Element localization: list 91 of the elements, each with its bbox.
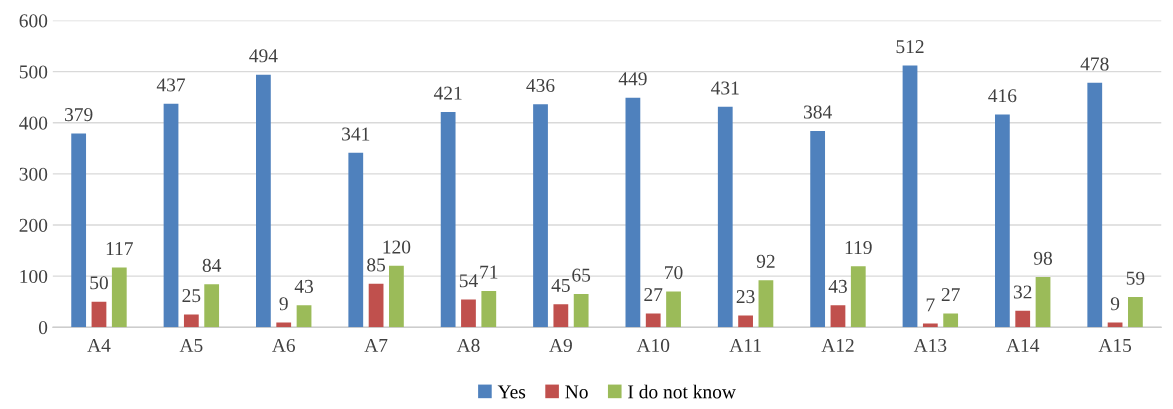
data-label: 9 xyxy=(1110,297,1120,311)
bar xyxy=(183,314,199,328)
data-label: 7 xyxy=(926,298,935,312)
x-tick-label: A9 xyxy=(549,338,572,352)
bar xyxy=(481,290,497,328)
x-tick-label: A10 xyxy=(636,338,670,352)
data-label: 45 xyxy=(551,278,570,292)
x-tick-label: A5 xyxy=(179,338,203,352)
data-label: 70 xyxy=(665,266,683,280)
y-tick-label: 100 xyxy=(20,269,48,284)
bar xyxy=(461,299,476,328)
bar xyxy=(666,291,681,328)
bar xyxy=(1015,310,1031,328)
data-label: 84 xyxy=(202,258,222,272)
x-tick-label: A8 xyxy=(456,338,480,352)
bar xyxy=(850,266,866,328)
y-tick-label: 600 xyxy=(19,14,48,28)
data-label: 512 xyxy=(896,40,924,54)
data-label: 43 xyxy=(828,279,847,293)
data-label: 27 xyxy=(941,288,960,301)
y-tick-label: 200 xyxy=(19,218,48,232)
data-label: 98 xyxy=(1033,251,1053,265)
bar xyxy=(348,152,364,328)
bar xyxy=(296,305,312,328)
bar xyxy=(553,304,569,328)
bar xyxy=(1128,297,1143,328)
data-label: 117 xyxy=(106,242,133,255)
bar xyxy=(758,280,774,328)
x-tick-label: A14 xyxy=(1006,338,1040,352)
data-label: 9 xyxy=(279,297,288,311)
x-tick-label: A4 xyxy=(87,338,111,352)
bar xyxy=(830,305,846,328)
data-label: 436 xyxy=(526,78,555,93)
bar xyxy=(573,293,589,328)
bar xyxy=(943,313,959,328)
x-tick-label: A13 xyxy=(913,338,947,352)
data-label: 59 xyxy=(1126,271,1145,285)
x-tick-label: A7 xyxy=(364,338,388,352)
data-label: 119 xyxy=(845,241,872,255)
bar xyxy=(368,283,384,328)
data-label: 23 xyxy=(736,290,755,304)
data-label: 341 xyxy=(342,127,370,141)
bar xyxy=(645,313,661,328)
data-label: 71 xyxy=(480,265,498,279)
bar xyxy=(1087,82,1103,328)
data-label: 32 xyxy=(1013,285,1032,299)
data-label: 416 xyxy=(988,89,1017,103)
y-tick-label: 0 xyxy=(38,321,48,335)
bar xyxy=(111,267,127,328)
data-label: 379 xyxy=(65,108,93,122)
data-label: 384 xyxy=(803,105,832,119)
x-tick-label: A6 xyxy=(272,338,296,352)
legend-label: I do not know xyxy=(628,384,736,399)
legend-label: Yes xyxy=(497,385,526,399)
data-label: 120 xyxy=(383,240,411,254)
data-label: 437 xyxy=(156,78,186,92)
bar xyxy=(1035,277,1051,328)
data-label: 54 xyxy=(459,274,478,288)
bar xyxy=(91,301,107,328)
bar xyxy=(738,315,753,328)
bar xyxy=(625,97,641,328)
data-label: 85 xyxy=(367,258,386,272)
bar xyxy=(902,65,918,328)
data-label: 27 xyxy=(644,288,663,301)
bar xyxy=(163,103,179,328)
data-label: 478 xyxy=(1080,57,1109,71)
bar xyxy=(995,114,1010,328)
bar xyxy=(440,111,456,328)
x-tick-label: A15 xyxy=(1098,338,1132,352)
data-label: 92 xyxy=(756,254,775,268)
bar xyxy=(71,133,87,328)
bar xyxy=(717,106,733,328)
y-tick-label: 300 xyxy=(19,167,48,181)
bar xyxy=(533,104,548,328)
data-label: 25 xyxy=(182,289,201,303)
x-tick-label: A11 xyxy=(729,338,761,352)
bar xyxy=(204,284,220,328)
data-label: 449 xyxy=(618,72,647,86)
data-label: 50 xyxy=(90,276,108,290)
data-label: 65 xyxy=(572,268,591,282)
data-label: 431 xyxy=(711,81,739,95)
data-label: 43 xyxy=(294,279,313,293)
y-tick-label: 400 xyxy=(19,116,48,130)
y-tick-label: 500 xyxy=(19,65,48,79)
legend-label: No xyxy=(565,385,588,399)
bar xyxy=(256,74,271,328)
bar xyxy=(810,130,826,328)
x-tick-label: A12 xyxy=(821,338,854,352)
data-label: 421 xyxy=(433,86,462,100)
data-label: 494 xyxy=(249,49,278,63)
bar xyxy=(389,265,404,328)
